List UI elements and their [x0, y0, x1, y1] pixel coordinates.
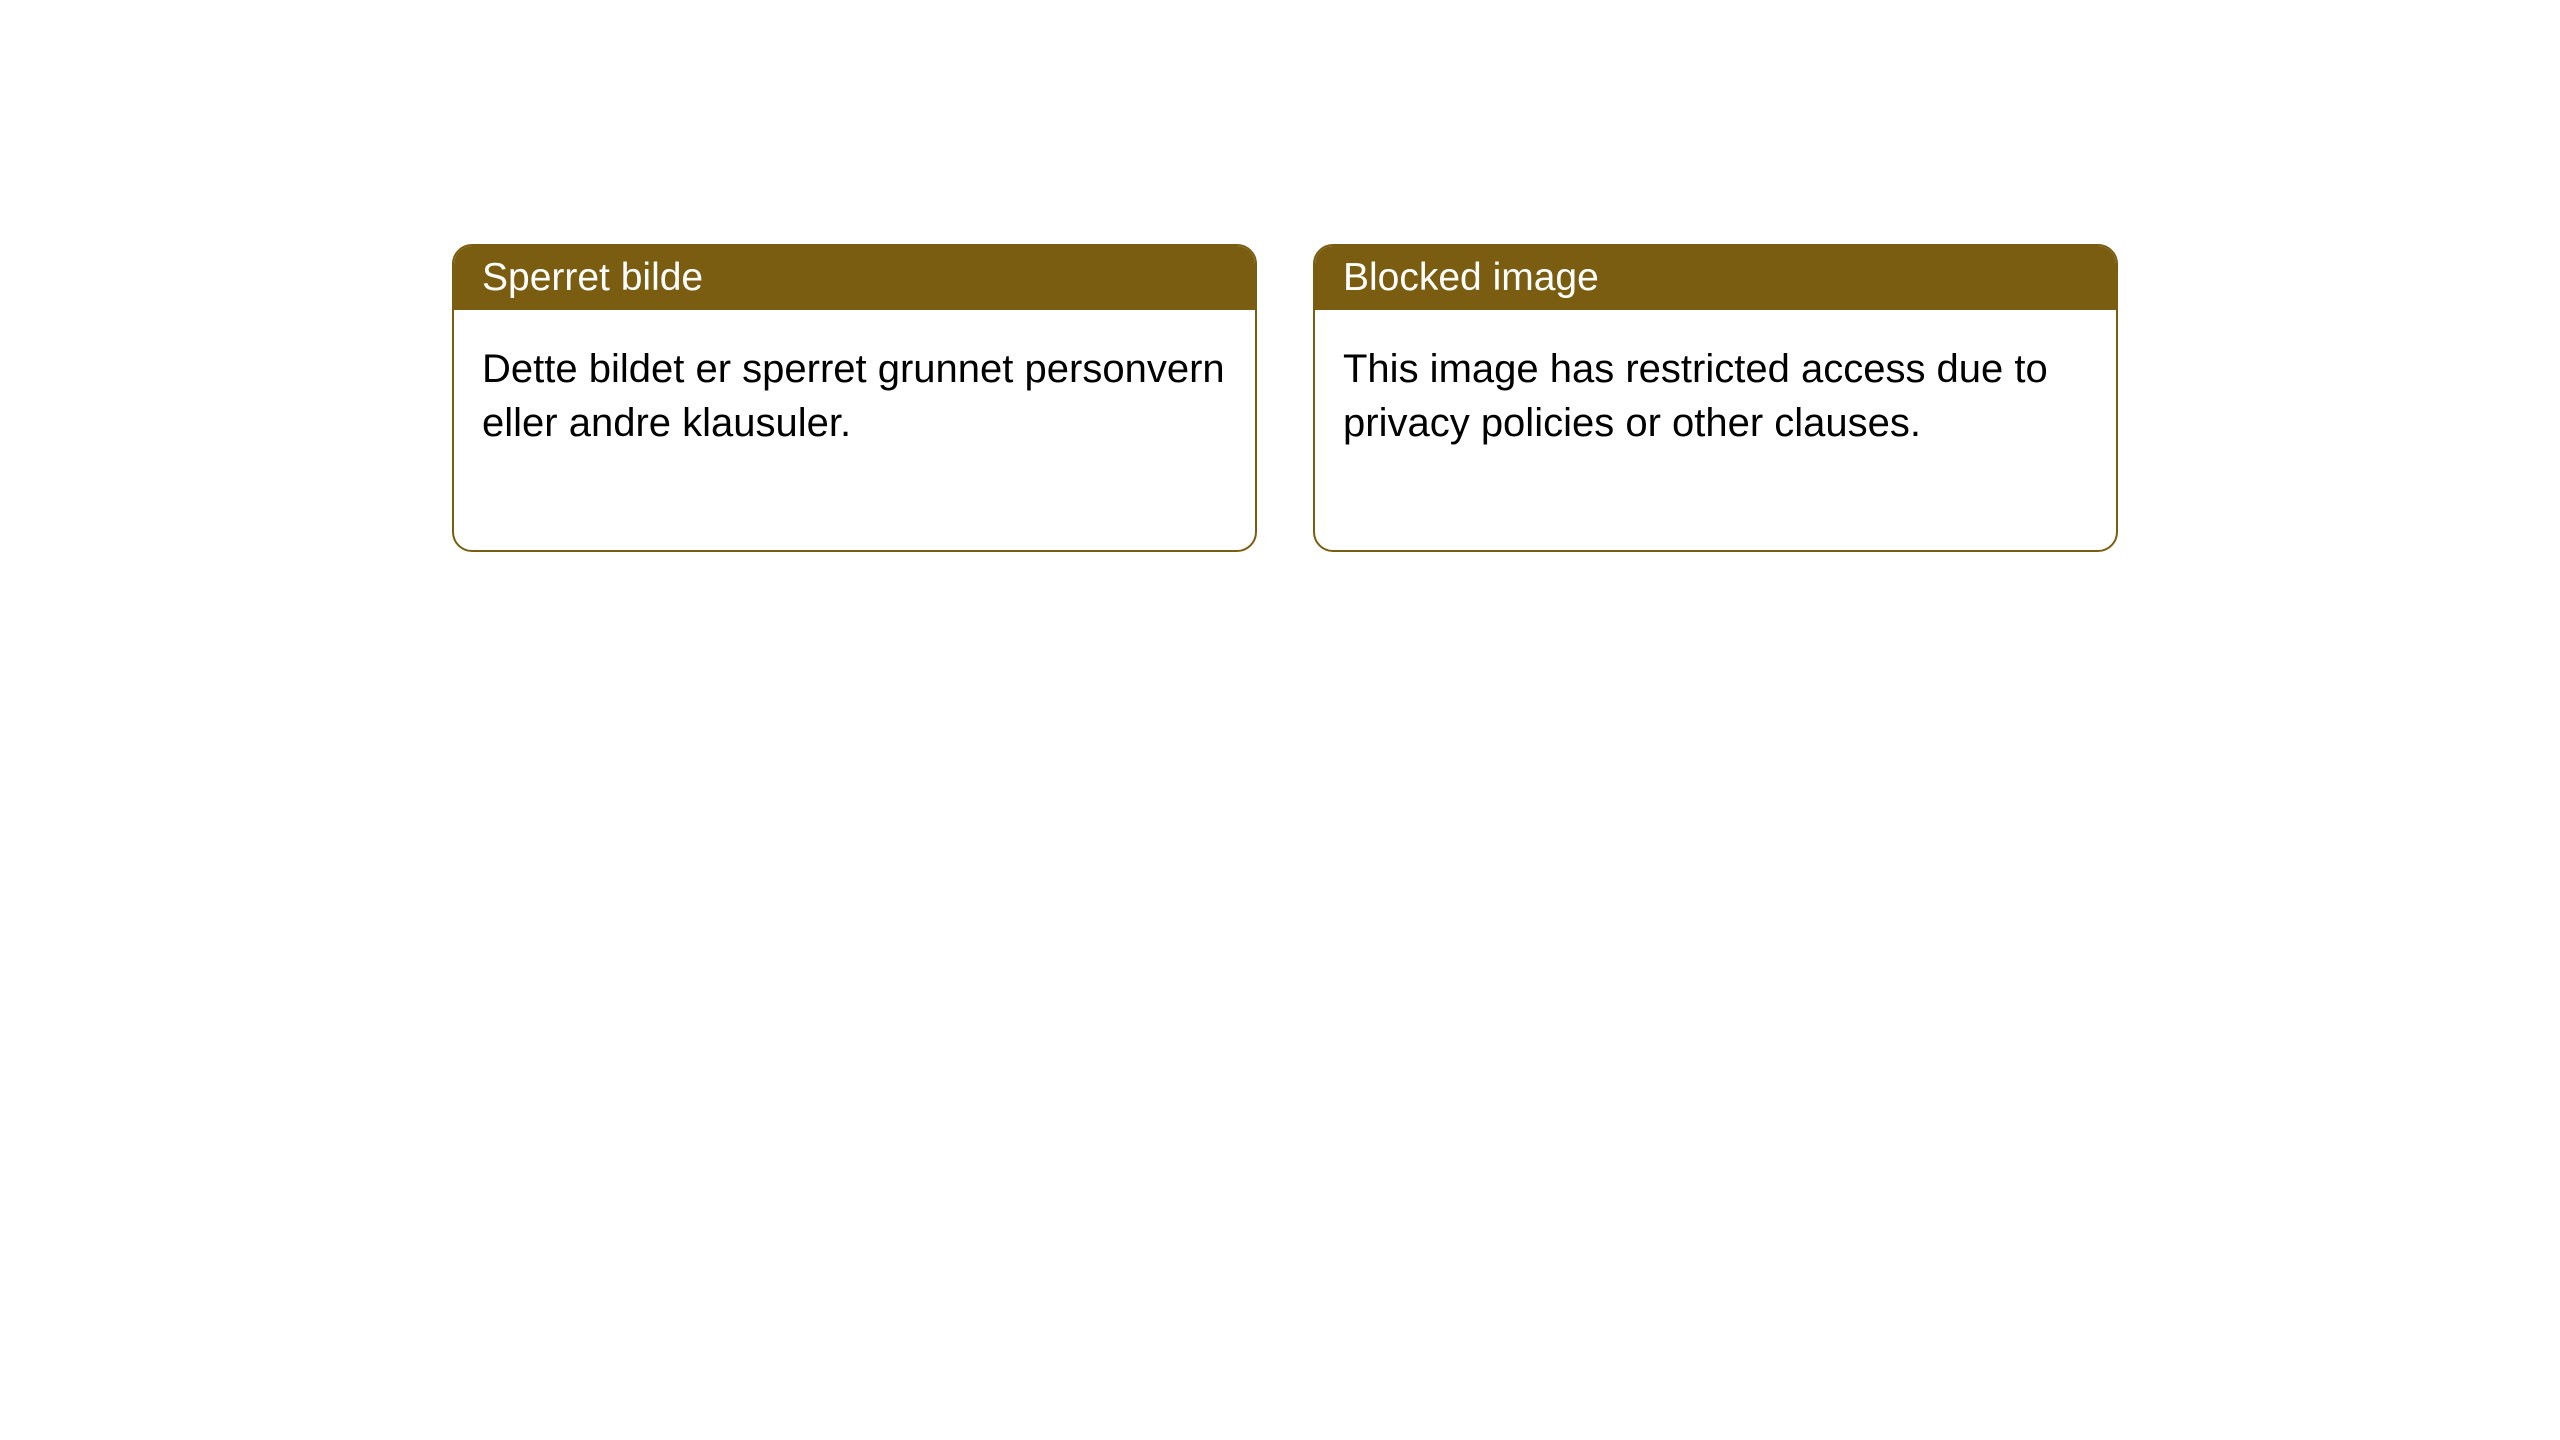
notice-container: Sperret bilde Dette bildet er sperret gr…: [452, 244, 2118, 552]
notice-body: Dette bildet er sperret grunnet personve…: [454, 310, 1255, 550]
notice-title: Blocked image: [1315, 246, 2116, 310]
notice-card-english: Blocked image This image has restricted …: [1313, 244, 2118, 552]
notice-body: This image has restricted access due to …: [1315, 310, 2116, 550]
notice-card-norwegian: Sperret bilde Dette bildet er sperret gr…: [452, 244, 1257, 552]
notice-title: Sperret bilde: [454, 246, 1255, 310]
